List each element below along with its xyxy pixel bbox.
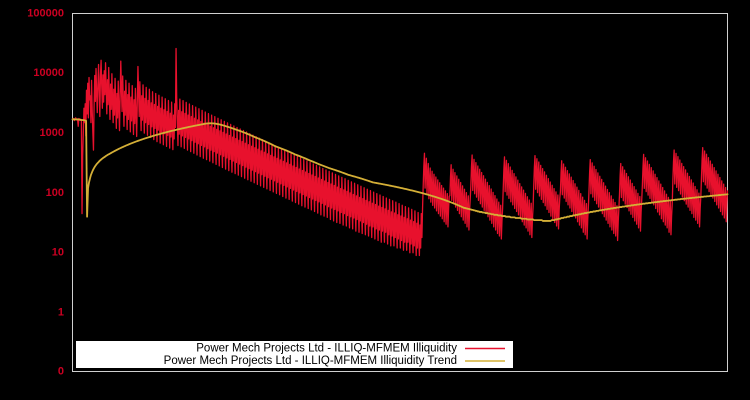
y-axis-tick-0: 0 xyxy=(58,365,64,377)
series-line-illiquidity-trend xyxy=(71,118,729,222)
y-axis-tick-100: 100 xyxy=(46,187,64,199)
legend-background xyxy=(76,341,513,368)
y-axis-tick-10000: 10000 xyxy=(33,67,64,79)
chart-legend[interactable]: Power Mech Projects Ltd - ILLIQ-MFMEM Il… xyxy=(76,341,513,368)
y-axis-tick-1: 1 xyxy=(58,306,64,318)
series-line-illiquidity xyxy=(71,47,729,257)
y-axis-tick-10: 10 xyxy=(52,247,64,259)
legend-label-0: Power Mech Projects Ltd - ILLIQ-MFMEM Il… xyxy=(196,343,457,355)
y-axis-tick-1000: 1000 xyxy=(40,127,64,139)
data-series-group xyxy=(71,47,729,257)
legend-label-1: Power Mech Projects Ltd - ILLIQ-MFMEM Il… xyxy=(164,355,457,367)
y-axis-tick-100000: 100000 xyxy=(27,7,64,19)
